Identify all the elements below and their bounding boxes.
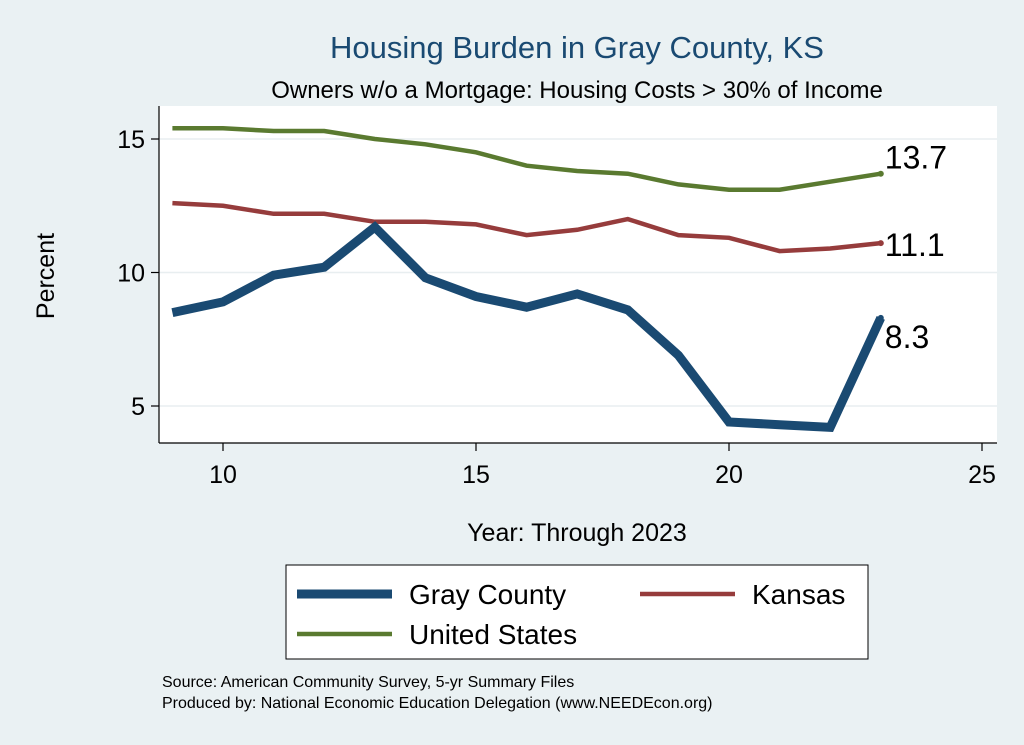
series-line-united-states xyxy=(172,126,882,192)
series-line-gray-county xyxy=(171,221,885,433)
x-tick-label-25: 25 xyxy=(968,461,996,489)
legend-box xyxy=(285,564,869,660)
axes xyxy=(158,106,997,444)
legend-label-kansas: Kansas xyxy=(752,579,845,610)
end-label-kansas: 11.1 xyxy=(885,227,945,263)
producer-note: Produced by: National Economic Education… xyxy=(162,695,713,712)
source-note: Source: American Community Survey, 5-yr … xyxy=(162,674,574,691)
x-axis-title: Year: Through 2023 xyxy=(467,519,687,547)
end-label-united-states: 13.7 xyxy=(885,140,947,176)
y-axis-title: Percent xyxy=(32,233,60,319)
y-tick-label-5: 5 xyxy=(131,393,145,421)
chart-title: Housing Burden in Gray County, KS xyxy=(330,30,824,65)
y-tick-label-15: 15 xyxy=(117,126,145,154)
series-line-kansas xyxy=(172,200,882,254)
end-label-gray-county: 8.3 xyxy=(885,319,929,355)
series-endpoint-gray-county xyxy=(877,314,884,321)
end-labels: 8.3 11.1 13.7 xyxy=(885,140,947,355)
series-endpoint-united-states xyxy=(877,170,884,177)
series-endpoint-kansas xyxy=(877,240,884,247)
legend-label-united-states: United States xyxy=(409,619,577,650)
chart-subtitle: Owners w/o a Mortgage: Housing Costs > 3… xyxy=(271,77,883,104)
ticks: 5 10 15 10 15 20 25 xyxy=(117,126,996,489)
x-tick-label-15: 15 xyxy=(462,461,490,489)
x-tick-label-20: 20 xyxy=(715,461,743,489)
series-lines xyxy=(171,126,885,433)
legend-label-gray-county: Gray County xyxy=(409,579,566,610)
x-tick-label-10: 10 xyxy=(209,461,237,489)
y-tick-label-10: 10 xyxy=(117,260,145,288)
legend: Gray County Kansas United States xyxy=(297,579,845,650)
